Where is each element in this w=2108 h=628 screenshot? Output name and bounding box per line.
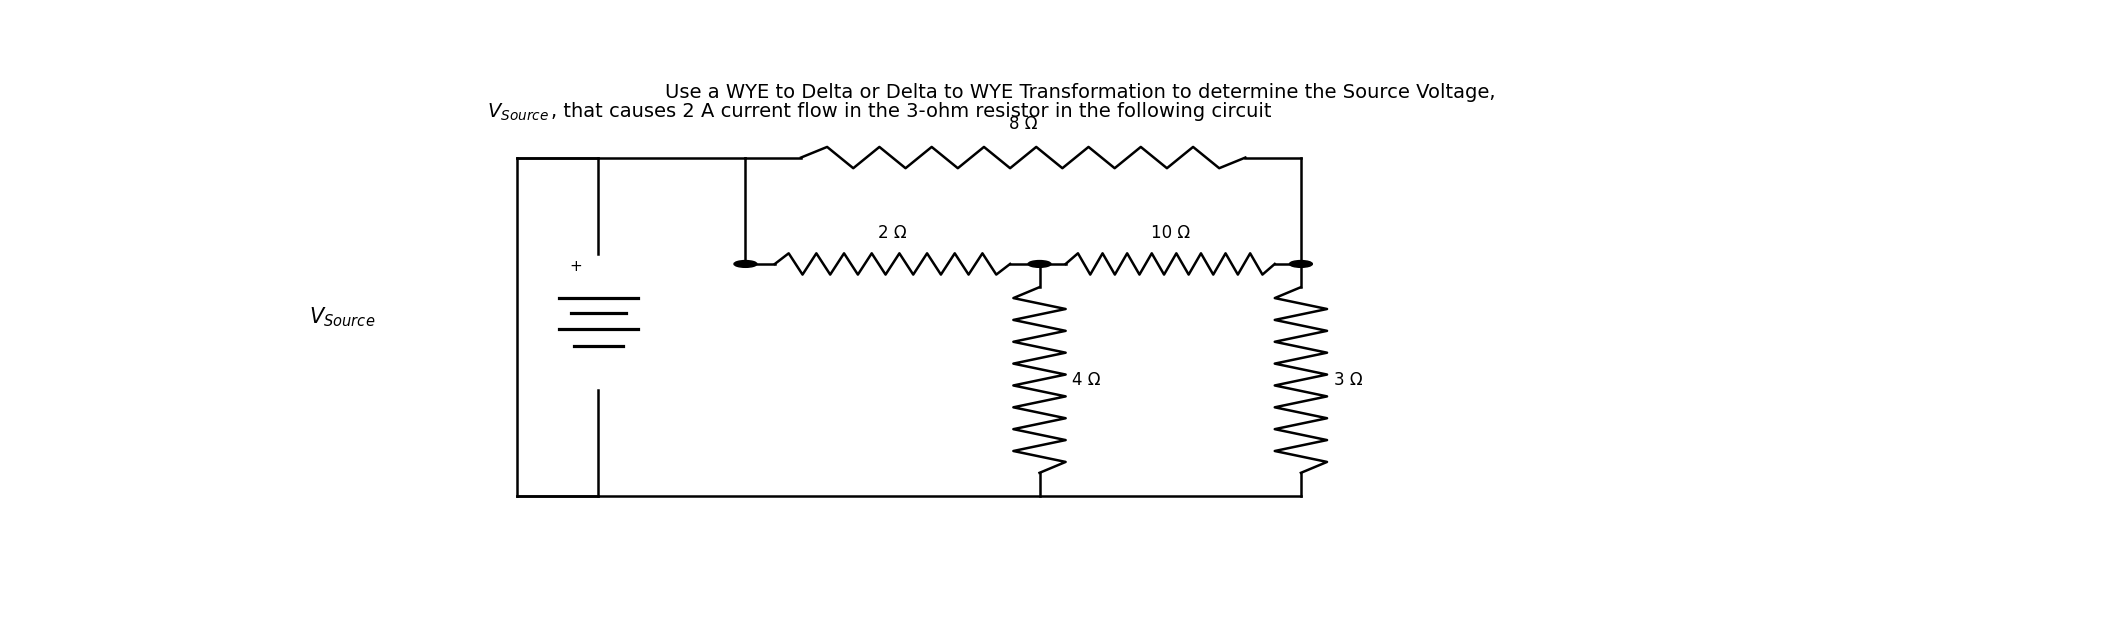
- Text: 3 Ω: 3 Ω: [1334, 371, 1362, 389]
- Text: $\mathit{V_{Source}}$: $\mathit{V_{Source}}$: [487, 102, 550, 123]
- Circle shape: [734, 261, 757, 268]
- Text: , that causes 2 A current flow in the 3-ohm resistor in the following circuit: , that causes 2 A current flow in the 3-…: [550, 102, 1271, 121]
- Text: 4 Ω: 4 Ω: [1073, 371, 1100, 389]
- Text: 8 Ω: 8 Ω: [1010, 116, 1037, 133]
- Circle shape: [1029, 261, 1052, 268]
- Text: 2 Ω: 2 Ω: [879, 224, 906, 242]
- Text: 10 Ω: 10 Ω: [1151, 224, 1189, 242]
- Text: $\mathbf{\mathit{V}}$$_{\mathbf{\mathit{Source}}}$: $\mathbf{\mathit{V}}$$_{\mathbf{\mathit{…: [308, 305, 375, 329]
- Text: +: +: [569, 259, 582, 274]
- Text: Use a WYE to Delta or Delta to WYE Transformation to determine the Source Voltag: Use a WYE to Delta or Delta to WYE Trans…: [666, 83, 1495, 102]
- Circle shape: [1290, 261, 1313, 268]
